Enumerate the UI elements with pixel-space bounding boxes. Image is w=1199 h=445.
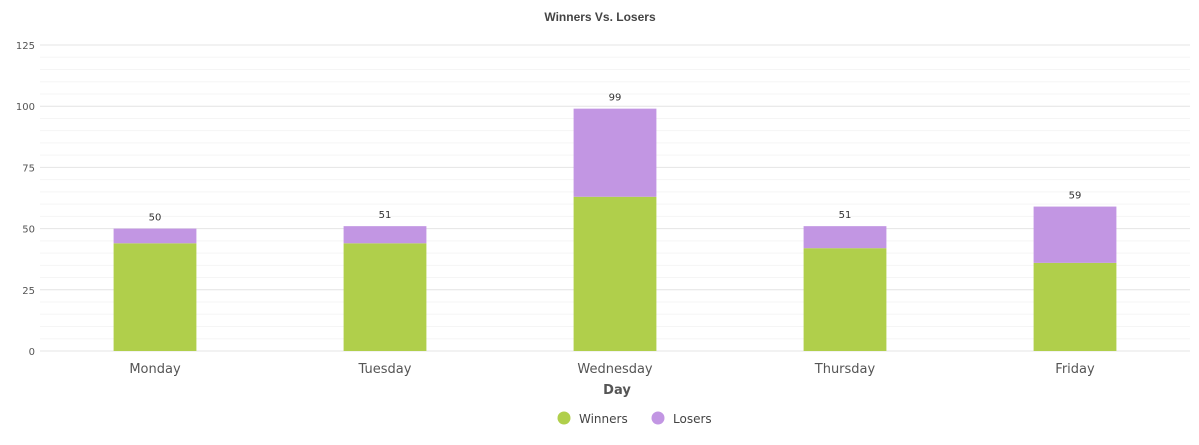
bar-winners-wednesday[interactable] [573,196,657,351]
y-tick-label: 25 [22,286,35,297]
bar-winners-thursday[interactable] [803,248,887,351]
bar-losers-thursday[interactable] [803,226,887,249]
chart-title: Winners Vs. Losers [544,10,656,24]
x-tick-label: Wednesday [577,362,653,377]
data-label-total: 59 [1069,191,1082,202]
data-label-total: 51 [839,210,852,221]
bar-losers-wednesday[interactable] [573,108,657,197]
bar-winners-tuesday[interactable] [343,243,427,351]
data-label-total: 99 [609,93,622,104]
y-tick-label: 0 [29,347,35,358]
bar-losers-tuesday[interactable] [343,226,427,244]
data-labels: 50 51 99 51 59 [149,93,1082,224]
x-tick-label: Thursday [814,362,876,377]
y-axis: 0 25 50 75 100 125 [16,41,35,358]
bar-losers-friday[interactable] [1033,206,1117,263]
x-tick-label: Friday [1055,362,1095,377]
bars [113,108,1117,351]
legend-label: Winners [579,412,628,426]
bar-winners-monday[interactable] [113,243,197,351]
data-label-total: 51 [379,210,392,221]
legend-item-winners[interactable]: Winners [557,411,628,427]
x-tick-label: Monday [129,362,181,377]
bar-losers-monday[interactable] [113,228,197,244]
y-tick-label: 50 [22,225,35,236]
legend-label: Losers [673,412,712,426]
data-label-total: 50 [149,213,162,224]
legend-item-losers[interactable]: Losers [651,411,712,427]
y-tick-label: 125 [16,41,35,52]
bar-winners-friday[interactable] [1033,262,1117,351]
x-axis: Monday Tuesday Wednesday Thursday Friday [129,362,1095,377]
legend[interactable]: Winners Losers [557,411,712,427]
x-tick-label: Tuesday [358,362,412,377]
legend-swatch-winners [557,411,571,425]
x-axis-title: Day [603,383,631,398]
legend-swatch-losers [651,411,665,425]
y-tick-label: 100 [16,102,35,113]
y-tick-label: 75 [22,163,35,174]
